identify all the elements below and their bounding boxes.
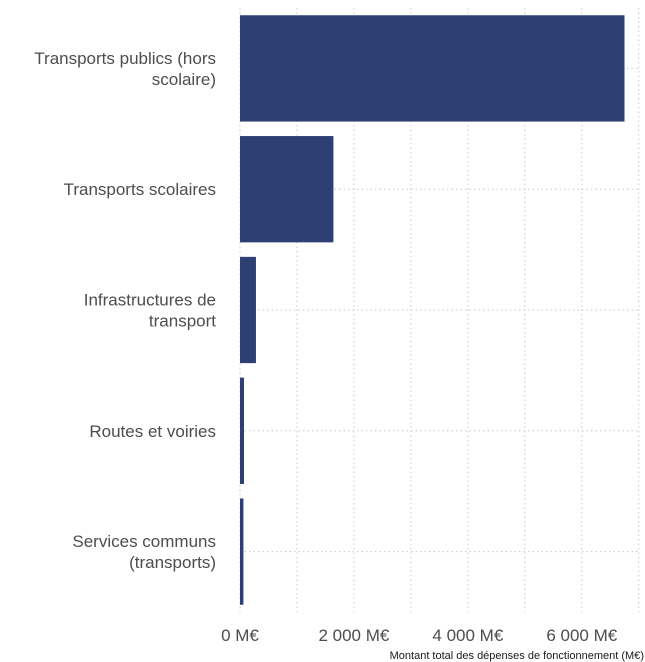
bar: [240, 377, 244, 484]
bar: [240, 15, 625, 122]
x-tick-label: 0 M€: [221, 626, 259, 645]
bar: [240, 498, 244, 605]
grid-lines: [239, 8, 640, 612]
x-tick-label: 2 000 M€: [318, 626, 389, 645]
bar: [240, 256, 256, 364]
x-tick-label: 6 000 M€: [546, 626, 617, 645]
x-tick-label: 4 000 M€: [432, 626, 503, 645]
category-label: Routes et voiries: [89, 422, 216, 441]
category-labels: Transports publics (hors scolaire) Transpo…: [34, 49, 216, 572]
category-label: Transports publics (hors scolaire): [34, 49, 216, 89]
bar: [240, 136, 334, 243]
x-tick-labels: 0 M€ 2 000 M€ 4 000 M€ 6 000 M€: [221, 626, 618, 645]
category-label: Transports scolaires: [64, 180, 216, 199]
x-axis-title: Montant total des dépenses de fonctionne…: [390, 650, 644, 662]
category-label: Services communs (transports): [72, 532, 216, 572]
category-label: Infrastructures de transport: [84, 291, 217, 331]
bars: [240, 15, 625, 605]
